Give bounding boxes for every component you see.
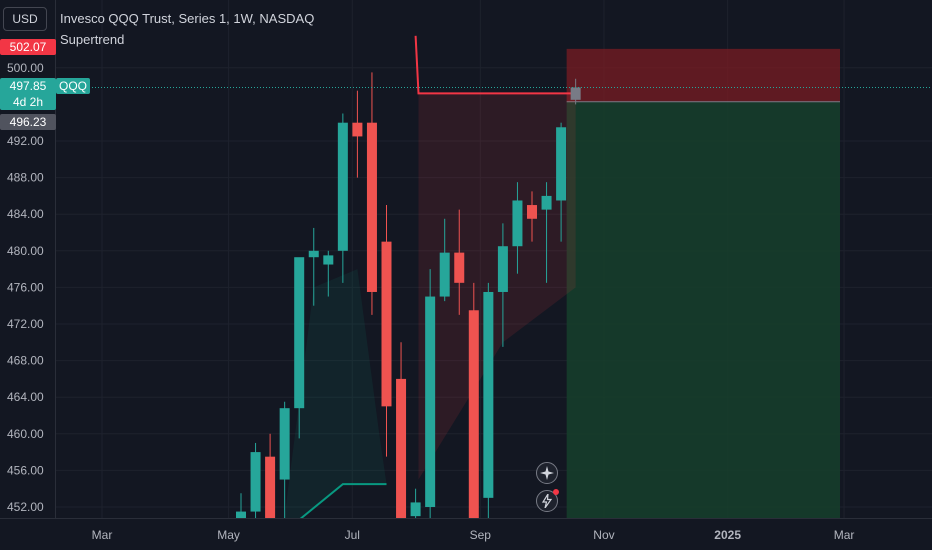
candle-body [527,205,537,219]
candle-body [454,252,465,283]
candle-body [512,200,523,247]
time-tick-label: Mar [92,528,113,542]
price-tick-label: 468.00 [7,354,44,368]
price-tick-label: 500.00 [7,61,44,75]
candle-body [323,255,334,265]
time-tick-label: May [217,528,240,542]
supertrend-up-fill [270,269,387,544]
candle-body [337,122,348,251]
supertrend-fill [270,93,576,544]
price-tick-label: 492.00 [7,134,44,148]
time-tick-label: Mar [834,528,855,542]
compass-star-glyph [540,466,554,480]
candle-body [381,241,392,407]
indicator-legend[interactable]: Supertrend [60,32,125,47]
price-tick-label: 452.00 [7,500,44,514]
candle-body [468,310,479,521]
price-tick-label: 472.00 [7,317,44,331]
stop-price-badge: 502.07 [0,39,56,55]
candle-body [308,250,319,258]
supertrend-down-line [414,35,576,95]
candle-body [352,122,363,137]
symbol-legend-title[interactable]: Invesco QQQ Trust, Series 1, 1W, NASDAQ [60,11,315,26]
price-tick-label: 456.00 [7,463,44,477]
currency-button[interactable]: USD [3,7,47,31]
symbol-badge: QQQ [56,78,91,94]
candle-body [541,195,552,210]
time-tick-label: 2025 [714,528,741,542]
candle-body [396,378,407,544]
stop-loss-zone [566,48,840,102]
position-zones[interactable] [566,48,840,518]
candle-body [265,456,276,535]
time-axis[interactable]: Mar May Jul Sep Nov 2025 Mar [0,518,932,550]
candle-body [570,87,581,100]
compass-star-icon[interactable] [536,462,558,484]
candle-body [279,408,290,480]
supertrend-down-fill [418,93,576,480]
price-tick-label: 488.00 [7,171,44,185]
price-tick-label: 480.00 [7,244,44,258]
candle-body [556,127,567,201]
entry-price-badge: 496.23 [0,114,56,130]
candle-body [366,122,377,292]
price-tick-label: 476.00 [7,280,44,294]
candle-body [425,296,436,507]
flash-glyph [541,494,553,508]
candles[interactable] [236,72,581,550]
candle-body [439,252,450,297]
last-price-value: 497.85 [9,79,47,93]
candle-body [250,452,261,512]
time-tick-label: Jul [345,528,360,542]
time-tick-label: Nov [593,528,614,542]
time-axis-bg [0,518,932,550]
price-tick-label: 464.00 [7,390,44,404]
candle-body [497,246,508,292]
last-price-badge: 497.85 4d 2h [0,78,56,110]
candle-body [410,502,421,517]
price-tick-label: 460.00 [7,427,44,441]
price-tick-label: 484.00 [7,207,44,221]
alert-dot [553,489,559,495]
bar-countdown: 4d 2h [12,95,44,109]
candle-body [483,291,494,498]
candle-body [294,257,305,409]
flash-alert-icon[interactable] [536,489,559,512]
take-profit-zone [566,101,840,518]
time-tick-label: Sep [470,528,492,542]
